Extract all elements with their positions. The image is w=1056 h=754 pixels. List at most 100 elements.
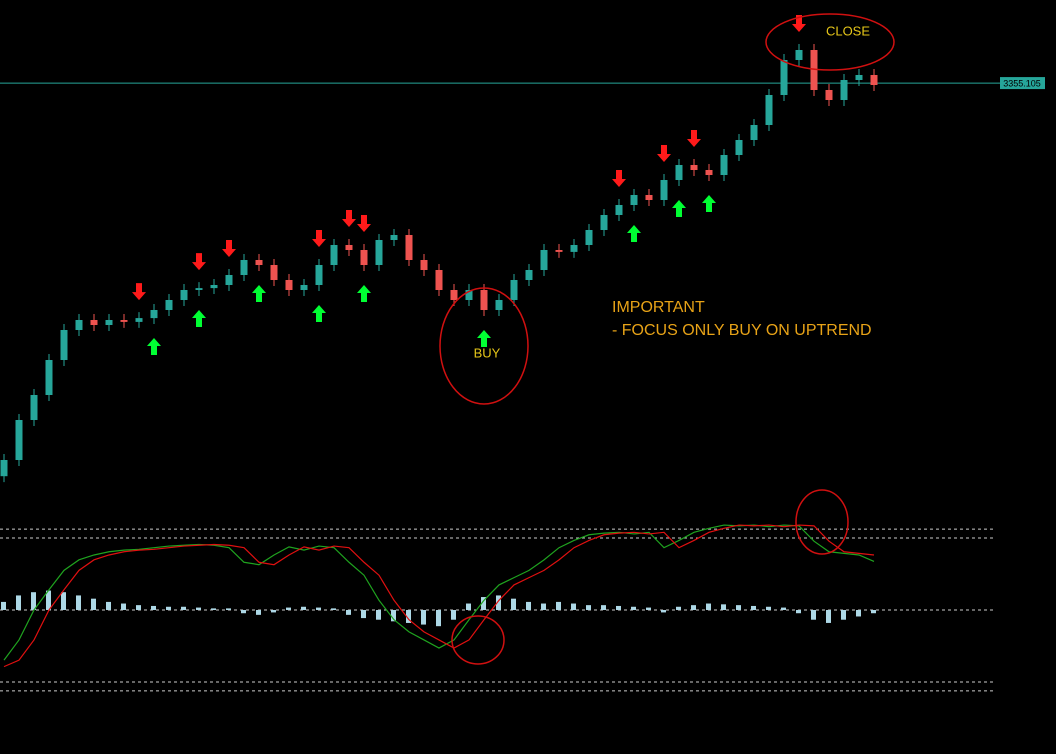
- candle-body: [810, 50, 818, 90]
- histogram-bar: [346, 610, 351, 615]
- candle-body: [90, 320, 98, 325]
- sell-arrow: [312, 230, 326, 248]
- histogram-bar: [631, 606, 636, 610]
- candle-body: [645, 195, 653, 200]
- candle-body: [435, 270, 443, 290]
- histogram-bar: [31, 592, 36, 610]
- candle-body: [525, 270, 533, 280]
- candle-body: [465, 290, 473, 300]
- candle-body: [675, 165, 683, 180]
- buy-arrow: [672, 199, 686, 217]
- candle-body: [270, 265, 278, 280]
- histogram-bar: [151, 605, 156, 610]
- histogram-bar: [586, 605, 591, 610]
- candle-body: [570, 245, 578, 252]
- sell-arrow: [222, 240, 236, 258]
- candle-body: [555, 250, 563, 252]
- histogram-bar: [301, 606, 306, 610]
- candle-body: [225, 275, 233, 285]
- sell-arrow: [687, 130, 701, 148]
- histogram-bar: [136, 605, 141, 610]
- oscillator-line: [3, 524, 875, 661]
- histogram-bar: [391, 610, 396, 622]
- close-circle: [765, 13, 895, 71]
- histogram-bar: [256, 610, 261, 615]
- candle-body: [630, 195, 638, 205]
- oscillator-line: [3, 524, 875, 668]
- candle-body: [195, 288, 203, 290]
- histogram-bar: [61, 592, 66, 610]
- histogram-bar: [706, 603, 711, 610]
- annotation: - FOCUS ONLY BUY ON UPTREND: [612, 322, 872, 339]
- candle-body: [165, 300, 173, 310]
- histogram-bar: [1, 601, 6, 610]
- histogram-bar: [196, 607, 201, 610]
- histogram-bar: [856, 610, 861, 617]
- histogram-bar: [781, 607, 786, 610]
- histogram-bar: [331, 608, 336, 610]
- histogram-bar: [166, 606, 171, 610]
- histogram-bar: [181, 606, 186, 610]
- candle-body: [840, 80, 848, 100]
- candle-body: [765, 95, 773, 125]
- histogram-bar: [421, 610, 426, 625]
- histogram-bar: [376, 610, 381, 620]
- candle-body: [480, 290, 488, 310]
- candle-body: [285, 280, 293, 290]
- histogram-bar: [466, 603, 471, 610]
- price-label-box: [1000, 77, 1045, 90]
- histogram-bar: [286, 607, 291, 610]
- candle-body: [30, 395, 38, 420]
- histogram-bar: [526, 601, 531, 610]
- candle-body: [390, 235, 398, 240]
- candle-body: [615, 205, 623, 215]
- histogram-bar: [556, 601, 561, 610]
- candle-body: [45, 360, 53, 395]
- candle-body: [420, 260, 428, 270]
- sell-arrow: [342, 210, 356, 228]
- histogram-bar: [751, 605, 756, 610]
- sell-arrow: [357, 215, 371, 233]
- histogram-bar: [871, 610, 876, 614]
- candle-body: [405, 235, 413, 260]
- histogram-bar: [361, 610, 366, 619]
- cross-circle: [451, 615, 505, 665]
- sell-arrow: [612, 170, 626, 188]
- candle-body: [585, 230, 593, 245]
- candle-body: [60, 330, 68, 360]
- candle-body: [780, 60, 788, 95]
- histogram-bar: [316, 607, 321, 610]
- candle-body: [120, 320, 128, 322]
- histogram-bar: [121, 603, 126, 610]
- candle-body: [450, 290, 458, 300]
- histogram-bar: [811, 610, 816, 620]
- histogram-bar: [661, 610, 666, 613]
- candle-body: [855, 75, 863, 80]
- histogram-bar: [211, 608, 216, 610]
- histogram-bar: [406, 610, 411, 623]
- candle-body: [210, 285, 218, 289]
- buy-arrow: [147, 338, 161, 356]
- candle-body: [330, 245, 338, 265]
- candle-body: [180, 290, 188, 300]
- candle-body: [720, 155, 728, 175]
- sell-arrow: [792, 15, 806, 33]
- candle-body: [510, 280, 518, 300]
- histogram-bar: [766, 606, 771, 610]
- buy-arrow: [477, 329, 491, 347]
- buy-arrow: [357, 284, 371, 302]
- histogram-bar: [601, 605, 606, 610]
- candle-body: [105, 320, 113, 325]
- candle-body: [825, 90, 833, 100]
- candle-body: [705, 170, 713, 175]
- histogram-bar: [841, 610, 846, 620]
- buy-arrow: [627, 224, 641, 242]
- histogram-bar: [676, 606, 681, 610]
- candle-body: [150, 310, 158, 319]
- buy-arrow: [192, 309, 206, 327]
- candle-body: [540, 250, 548, 270]
- candle-body: [375, 240, 383, 265]
- annotation: IMPORTANT: [612, 299, 705, 316]
